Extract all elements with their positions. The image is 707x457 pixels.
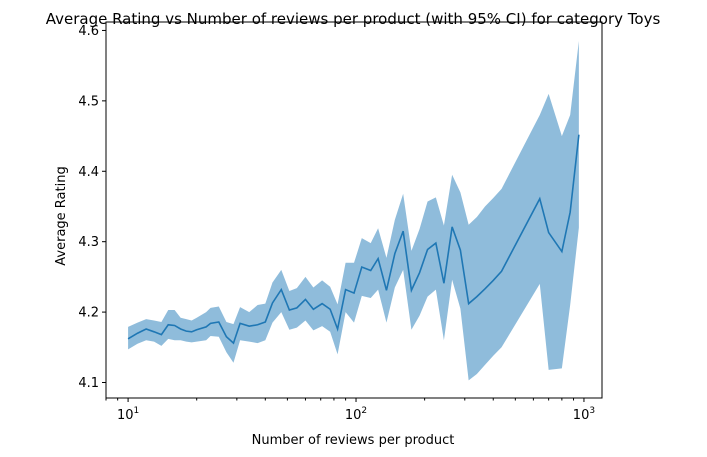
- y-tick-label: 4.3: [78, 235, 99, 250]
- confidence-band: [128, 41, 579, 381]
- y-tick-label: 4.1: [78, 376, 99, 391]
- mean-rating-line: [127, 134, 580, 345]
- chart-title: Average Rating vs Number of reviews per …: [46, 10, 661, 28]
- y-axis-ticks: 4.1 4.2 4.3 4.4 4.5 4.6: [78, 24, 106, 391]
- x-axis-label: Number of reviews per product: [252, 433, 455, 448]
- y-tick-label: 4.2: [78, 306, 99, 321]
- y-tick-label: 4.4: [78, 165, 99, 180]
- plot-frame: [105, 21, 603, 399]
- x-axis-ticks: 101 102 103: [105, 398, 595, 423]
- y-tick-label: 4.5: [78, 94, 99, 109]
- x-tick-label: 102: [345, 406, 367, 423]
- y-tick-label: 4.6: [78, 24, 99, 39]
- plot-area: [127, 41, 580, 381]
- y-axis-label: Average Rating: [54, 166, 69, 265]
- x-tick-label: 101: [117, 406, 139, 423]
- x-tick-label: 103: [573, 406, 595, 423]
